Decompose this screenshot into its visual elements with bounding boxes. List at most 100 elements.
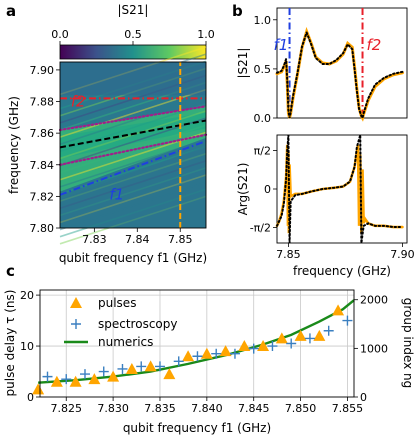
legend-label-numerics: numerics bbox=[98, 335, 153, 349]
spectroscopy-point bbox=[323, 325, 334, 336]
y-tick-label: 7.82 bbox=[30, 190, 55, 203]
heatmap-streak bbox=[59, 96, 207, 145]
spectroscopy-point bbox=[267, 341, 278, 352]
pulses-point bbox=[200, 347, 213, 359]
spectroscopy-point bbox=[304, 333, 315, 344]
heatmap-texture bbox=[59, 46, 207, 245]
spectroscopy-point bbox=[79, 369, 90, 380]
pulses-point bbox=[238, 340, 251, 352]
colorbar-tick-label: 0.0 bbox=[51, 28, 69, 41]
magnitude-frame bbox=[276, 7, 408, 119]
panel-c-delay: 7.825 7.830 7.835 7.840 7.845 7.850 7.855 0 10 2… bbox=[3, 289, 415, 435]
x-tick-label: 7.840 bbox=[191, 402, 223, 415]
y2-tick-label: 0 bbox=[360, 391, 367, 404]
y-tick-label: π/2 bbox=[254, 144, 271, 157]
pulses-point bbox=[163, 368, 176, 380]
x-tick-label: 7.835 bbox=[144, 402, 176, 415]
panel-label-b: b bbox=[232, 2, 243, 20]
spectroscopy-point bbox=[342, 315, 353, 326]
y-tick-label: 7.84 bbox=[30, 159, 55, 172]
delay-frame bbox=[39, 289, 355, 398]
spectroscopy-point bbox=[136, 361, 147, 372]
heatmap-annotation-f1: f1 bbox=[109, 186, 124, 204]
spectroscopy-point bbox=[192, 351, 203, 362]
x-tick-label: 7.85 bbox=[168, 233, 193, 246]
x-tick-label: 7.855 bbox=[332, 402, 364, 415]
colorbar-tick-label: 1.0 bbox=[197, 28, 215, 41]
pulses-point bbox=[332, 304, 345, 316]
x-tick-label: 7.83 bbox=[82, 233, 107, 246]
pulses-point bbox=[69, 375, 82, 387]
y-tick-label: 0.5 bbox=[254, 63, 272, 76]
marker-label-f2: f2 bbox=[367, 36, 382, 54]
pulses-point bbox=[313, 329, 326, 341]
heatmap-line-lower-edge bbox=[58, 133, 208, 166]
pulses-point bbox=[257, 340, 270, 352]
heatmap-streak bbox=[59, 103, 207, 153]
x-tick-label: 7.850 bbox=[285, 402, 317, 415]
pulses-point bbox=[219, 345, 232, 357]
y-tick-label: 7.80 bbox=[30, 222, 55, 235]
phase-y-label: Arg(S21) bbox=[236, 163, 250, 216]
pulses-point bbox=[275, 332, 288, 344]
heatmap-streak bbox=[59, 117, 207, 167]
spectroscopy-point bbox=[42, 371, 53, 382]
delay-x-ticks: 7.825 7.830 7.835 7.840 7.845 7.850 7.855 bbox=[50, 397, 363, 415]
pulses-point bbox=[125, 362, 138, 374]
heatmap-top-region bbox=[60, 62, 206, 96]
y-tick-label: 1.0 bbox=[254, 14, 272, 27]
y-tick-label: 20 bbox=[20, 289, 34, 302]
colorbar-ticks: 0.0 0.5 1.0 bbox=[51, 28, 215, 45]
legend-label-pulses: pulses bbox=[98, 296, 136, 310]
y2-tick-label: 2000 bbox=[360, 294, 388, 307]
y-tick-label: 7.90 bbox=[30, 64, 55, 77]
colorbar bbox=[59, 44, 207, 60]
spectroscopy-point bbox=[211, 348, 222, 359]
heatmap-frame bbox=[59, 61, 207, 229]
spectroscopy-point bbox=[117, 363, 128, 374]
pulses-point bbox=[50, 375, 63, 387]
pulses-point bbox=[144, 360, 157, 372]
phase-y-ticks: π/2 0 -π/2 bbox=[250, 144, 277, 235]
heatmap-line-f1 bbox=[59, 140, 207, 196]
pulses-point bbox=[182, 350, 195, 362]
heatmap-x-label: qubit frequency f1 (GHz) bbox=[59, 251, 207, 265]
heatmap-annotations: f2 f1 bbox=[71, 92, 124, 203]
spectroscopy-point bbox=[229, 348, 240, 359]
delay-grid bbox=[40, 290, 354, 398]
phase-series-fit bbox=[276, 134, 404, 244]
panel-label-a: a bbox=[6, 2, 16, 20]
magnitude-series-measured bbox=[275, 26, 404, 122]
phase-x-label: frequency (GHz) bbox=[293, 264, 391, 278]
y-tick-label: 0.0 bbox=[254, 112, 272, 125]
delay-y2-ticks: 0 1000 2000 bbox=[354, 294, 388, 404]
legend-marker-pulses bbox=[70, 297, 82, 308]
magnitude-y-ticks: 0.0 0.5 1.0 bbox=[254, 14, 277, 125]
legend-marker-spectroscopy bbox=[71, 319, 81, 329]
pulses-point bbox=[88, 373, 101, 385]
marker-label-f1: f1 bbox=[274, 36, 289, 54]
phase-x-ticks: 7.85 7.90 bbox=[276, 243, 415, 261]
spectroscopy-point bbox=[248, 343, 259, 354]
heatmap-x-ticks: 7.83 7.84 7.85 bbox=[82, 228, 192, 246]
spectroscopy-point bbox=[98, 366, 109, 377]
pulses-point bbox=[294, 329, 307, 341]
y2-tick-label: 1000 bbox=[360, 342, 388, 355]
x-tick-label: 7.845 bbox=[238, 402, 270, 415]
spectroscopy-point bbox=[154, 361, 165, 372]
delay-y2-label: group index ng bbox=[401, 298, 415, 389]
x-tick-label: 7.84 bbox=[125, 233, 150, 246]
spectroscopy-point bbox=[173, 356, 184, 367]
panel-b-phase: π/2 0 -π/2 7.85 7.90 Arg(S21) frequency (GH… bbox=[236, 134, 415, 278]
delay-y-label: pulse delay τ (ns) bbox=[3, 290, 17, 397]
phase-series-measured bbox=[275, 144, 404, 234]
pulses-point bbox=[107, 370, 120, 382]
heatmap-line-upper-edge bbox=[58, 105, 208, 132]
spectroscopy-point bbox=[61, 374, 72, 385]
heatmap-y-label: frequency (GHz) bbox=[7, 96, 21, 194]
panel-b-magnitude: f1 f2 0.0 0.5 1.0 |S21| bbox=[236, 7, 408, 125]
y-tick-label: 7.88 bbox=[30, 96, 55, 109]
heatmap-overlay-lines bbox=[58, 62, 208, 228]
y-tick-label: 10 bbox=[20, 340, 34, 353]
